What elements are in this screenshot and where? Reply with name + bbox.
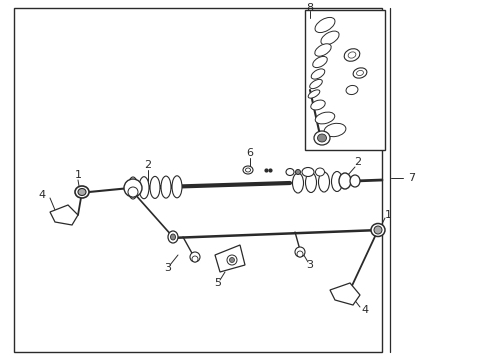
Ellipse shape [297, 251, 303, 257]
Text: 3: 3 [165, 263, 172, 273]
Ellipse shape [302, 167, 314, 176]
Ellipse shape [128, 187, 138, 197]
Ellipse shape [293, 173, 303, 193]
Ellipse shape [339, 173, 351, 189]
Ellipse shape [78, 189, 86, 195]
Ellipse shape [286, 168, 294, 176]
Ellipse shape [229, 257, 235, 262]
Text: 1: 1 [74, 170, 81, 180]
Ellipse shape [332, 171, 343, 192]
Ellipse shape [346, 85, 358, 95]
Ellipse shape [374, 226, 382, 234]
Ellipse shape [308, 90, 320, 98]
Ellipse shape [192, 256, 198, 262]
Text: 6: 6 [246, 148, 253, 158]
Text: 8: 8 [306, 3, 314, 13]
Ellipse shape [316, 168, 324, 176]
Ellipse shape [171, 234, 175, 240]
Ellipse shape [75, 186, 89, 198]
Ellipse shape [245, 168, 250, 172]
Text: 2: 2 [145, 160, 151, 170]
Polygon shape [330, 283, 360, 305]
Ellipse shape [172, 176, 182, 198]
Text: 4: 4 [362, 305, 368, 315]
Ellipse shape [315, 17, 335, 32]
Ellipse shape [295, 247, 305, 257]
Text: 1: 1 [385, 210, 392, 220]
Ellipse shape [318, 134, 326, 142]
Ellipse shape [314, 131, 330, 145]
Ellipse shape [344, 49, 360, 61]
Text: 3: 3 [307, 260, 314, 270]
Polygon shape [50, 205, 78, 225]
Ellipse shape [150, 176, 160, 198]
Ellipse shape [350, 175, 360, 187]
Ellipse shape [321, 31, 339, 45]
Ellipse shape [348, 52, 356, 58]
Ellipse shape [311, 69, 325, 79]
Ellipse shape [161, 176, 171, 198]
Text: 5: 5 [215, 278, 221, 288]
Ellipse shape [324, 123, 346, 137]
Ellipse shape [315, 112, 335, 124]
Ellipse shape [313, 57, 327, 68]
Text: 4: 4 [38, 190, 46, 200]
Ellipse shape [243, 166, 253, 174]
Text: 7: 7 [409, 173, 416, 183]
Ellipse shape [295, 170, 300, 175]
Ellipse shape [139, 177, 149, 199]
Ellipse shape [124, 179, 142, 197]
Ellipse shape [227, 255, 237, 265]
Ellipse shape [315, 44, 331, 56]
Bar [14, 8, 382, 352]
Ellipse shape [168, 231, 178, 243]
Ellipse shape [190, 252, 200, 262]
Ellipse shape [357, 71, 364, 76]
Polygon shape [215, 245, 245, 272]
Ellipse shape [310, 79, 322, 89]
Ellipse shape [353, 68, 367, 78]
Ellipse shape [305, 172, 317, 193]
Bar [305, 10, 385, 150]
Ellipse shape [371, 224, 385, 237]
Ellipse shape [311, 100, 325, 110]
Ellipse shape [318, 172, 329, 192]
Text: 2: 2 [354, 157, 362, 167]
Ellipse shape [128, 177, 138, 199]
